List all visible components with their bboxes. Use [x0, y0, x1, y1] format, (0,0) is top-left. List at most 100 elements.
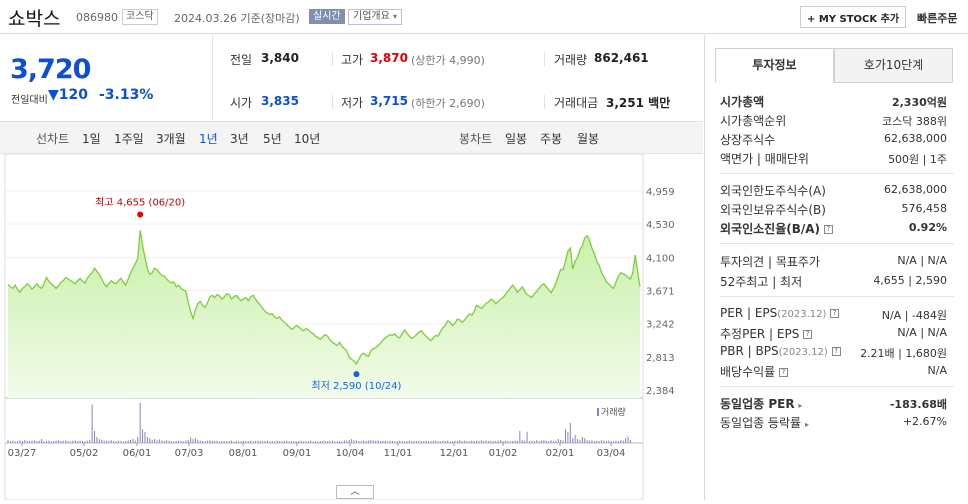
- tab-daily[interactable]: 일봉: [505, 132, 528, 146]
- volume-value: 862,461: [594, 51, 649, 65]
- sector-rate-value: +2.67%: [902, 415, 947, 428]
- tab-5y[interactable]: 5년: [263, 132, 282, 146]
- volume-bar: [440, 441, 442, 443]
- tab-order-book[interactable]: 호가10단계: [834, 48, 953, 83]
- x-tick-label: 03/04: [597, 448, 626, 459]
- tab-monthly[interactable]: 월봉: [577, 132, 600, 146]
- volume-bar: [536, 440, 538, 443]
- volume-bar: [192, 439, 194, 443]
- volume-bar: [194, 438, 196, 443]
- volume-bar: [348, 439, 350, 443]
- y-tick-label: 2,813: [646, 353, 675, 364]
- volume-bar: [601, 440, 603, 443]
- pbr-value: 2.21배 | 1,680원: [860, 347, 947, 360]
- help-icon[interactable]: ?: [803, 330, 813, 339]
- tab-1d[interactable]: 1일: [82, 132, 101, 146]
- price-chart[interactable]: 4,959 4,530 4,100 3,671 3,242 2,813 2,384 최고 4,…: [0, 153, 703, 501]
- volume-bar: [233, 441, 235, 443]
- volume-bar: [62, 440, 64, 443]
- market-cap-value: 2,330억원: [891, 96, 947, 109]
- tab-1w[interactable]: 1주일: [114, 132, 144, 146]
- volume-bar: [238, 441, 240, 443]
- volume-bar: [293, 441, 295, 443]
- volume-bar: [115, 441, 117, 443]
- volume-bar: [72, 440, 74, 443]
- line-chart-label: 선차트: [36, 132, 70, 146]
- volume-bar: [507, 441, 509, 443]
- chevron-down-icon: ▾: [393, 12, 398, 21]
- volume-bar: [396, 441, 398, 443]
- volume-bar: [379, 441, 381, 443]
- tab-3y[interactable]: 3년: [230, 132, 249, 146]
- open-value: 3,835: [261, 94, 299, 108]
- volume-bar: [372, 440, 374, 443]
- volume-bar: [567, 431, 569, 443]
- help-icon[interactable]: ?: [830, 309, 840, 318]
- volume-bar: [343, 440, 345, 443]
- volume-bar: [74, 440, 76, 443]
- volume-bar: [223, 441, 225, 443]
- volume-bar: [382, 440, 384, 443]
- volume-bar: [43, 441, 45, 443]
- volume-legend: 거래량: [601, 406, 626, 418]
- volume-bar: [305, 441, 307, 443]
- volume-bar: [502, 441, 504, 443]
- volume-bar: [346, 441, 348, 443]
- sector-per-label[interactable]: 동일업종 PER ▸: [720, 397, 803, 411]
- volume-bar: [423, 441, 425, 443]
- volume-bar: [84, 441, 86, 443]
- volume-bar: [19, 440, 21, 443]
- high-value: 3,870: [370, 51, 408, 65]
- volume-bar: [586, 439, 588, 443]
- volume-bar: [437, 441, 439, 443]
- volume-bar: [490, 440, 492, 443]
- my-stock-add-button[interactable]: + MY STOCK 추가: [800, 6, 907, 28]
- volume-bar: [300, 440, 302, 443]
- tab-invest-info[interactable]: 투자정보: [715, 48, 834, 83]
- realtime-badge[interactable]: 실시간: [309, 9, 345, 24]
- volume-bar: [113, 441, 115, 443]
- collapse-button[interactable]: ︿: [336, 485, 374, 499]
- volume-bar: [509, 441, 511, 443]
- shares-label: 상장주식수: [720, 133, 776, 147]
- volume-bar: [221, 441, 223, 443]
- volume-bar: [370, 439, 372, 443]
- help-icon[interactable]: ?: [831, 347, 841, 356]
- help-icon[interactable]: ?: [779, 368, 789, 377]
- volume-bar: [48, 440, 50, 443]
- low-label: 저가: [341, 96, 364, 110]
- market-cap-label: 시가총액: [720, 95, 765, 109]
- volume-bar: [519, 431, 521, 443]
- volume-bar: [204, 441, 206, 443]
- volume-bar: [199, 440, 201, 443]
- price-chart-svg: 4,959 4,530 4,100 3,671 3,242 2,813 2,384 최고 4,…: [4, 153, 675, 501]
- volume-bar: [38, 440, 40, 443]
- volume-bar: [187, 439, 189, 443]
- volume-bar: [324, 441, 326, 443]
- volume-bar: [228, 441, 230, 443]
- week52-label: 52주최고 | 최저: [720, 275, 803, 289]
- sector-rate-label[interactable]: 동일업종 등락률 ▸: [720, 416, 809, 430]
- volume-bar: [26, 440, 28, 443]
- volume-bar: [180, 441, 182, 443]
- volume-bar: [146, 437, 148, 443]
- volume-bar: [110, 440, 112, 443]
- volume-bar: [291, 441, 293, 443]
- quick-order-button[interactable]: 빠른주문: [917, 12, 958, 25]
- tab-1y[interactable]: 1년: [199, 132, 218, 146]
- volume-bar: [387, 441, 389, 443]
- volume-bar: [125, 441, 127, 443]
- help-icon[interactable]: ?: [823, 225, 833, 234]
- volume-bar: [336, 441, 338, 443]
- market-badge: 코스닥: [122, 9, 158, 25]
- company-info-button[interactable]: 기업개요 ▾: [348, 9, 403, 25]
- tab-10y[interactable]: 10년: [294, 132, 321, 146]
- price-area: [8, 230, 640, 398]
- opinion-value: N/A | N/A: [897, 254, 947, 267]
- tab-weekly[interactable]: 주봉: [540, 132, 563, 146]
- tab-3m[interactable]: 3개월: [156, 132, 186, 146]
- volume-bar: [478, 441, 480, 443]
- volume-bar: [139, 403, 141, 443]
- volume-bar: [545, 440, 547, 443]
- volume-bar: [182, 441, 184, 443]
